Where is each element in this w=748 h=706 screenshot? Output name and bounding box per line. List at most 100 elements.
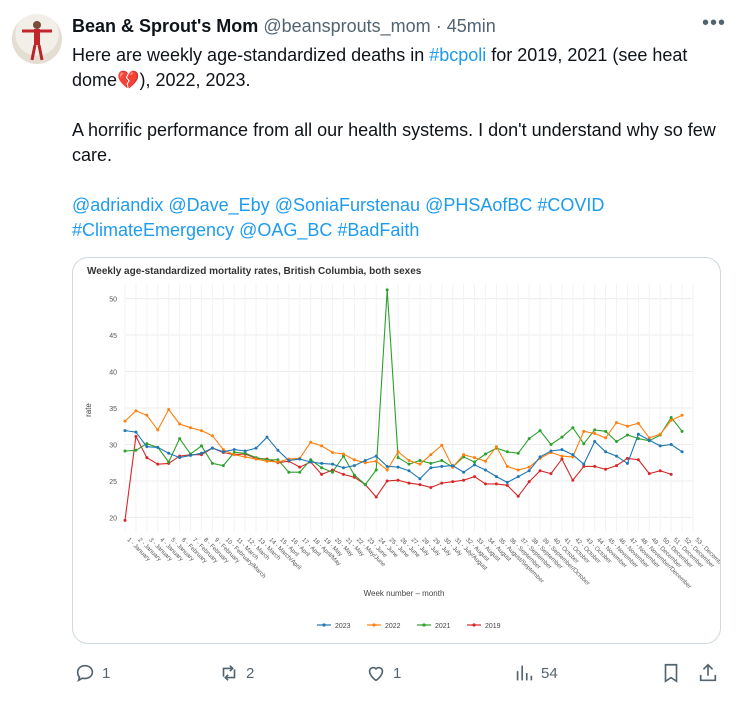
series-line-2021 — [124, 289, 683, 486]
point-2021 — [571, 426, 575, 430]
tweet-timestamp[interactable]: 45min — [446, 16, 496, 36]
point-2022 — [167, 407, 171, 411]
point-2021 — [199, 444, 203, 448]
point-2023 — [680, 450, 684, 454]
text-segment: for 2019, 2021 (see heat — [486, 45, 688, 65]
point-2022 — [440, 443, 444, 447]
point-2021 — [429, 461, 433, 465]
point-2022 — [636, 421, 640, 425]
point-2021 — [123, 449, 127, 453]
avatar[interactable] — [12, 14, 62, 64]
chart-grid — [124, 284, 694, 532]
point-2021 — [276, 458, 280, 462]
point-2019 — [407, 481, 411, 485]
point-2021 — [167, 460, 171, 464]
point-2019 — [385, 479, 389, 483]
bookmark-button[interactable] — [660, 658, 682, 688]
point-2021 — [298, 470, 302, 474]
author-name[interactable]: Bean & Sprout's Mom — [72, 16, 259, 36]
point-2023 — [549, 449, 553, 453]
tweet-tags: @adriandix @Dave_Eby @SoniaFurstenau @PH… — [72, 193, 732, 243]
point-2023 — [341, 466, 345, 470]
point-2019 — [494, 482, 498, 486]
mention-link[interactable]: @Dave_Eby — [168, 195, 270, 215]
point-2023 — [210, 446, 214, 450]
tweet-text: Here are weekly age-standardized deaths … — [72, 43, 732, 243]
views-button[interactable]: 54 — [513, 658, 558, 688]
point-2019 — [505, 483, 509, 487]
point-2022 — [462, 453, 466, 457]
point-2022 — [647, 436, 651, 440]
hashtag-link[interactable]: #BadFaith — [337, 220, 420, 240]
point-2021 — [145, 442, 149, 446]
point-2019 — [593, 464, 597, 468]
point-2019 — [625, 456, 629, 460]
point-2023 — [374, 454, 378, 458]
point-2022 — [134, 409, 138, 413]
point-2023 — [560, 448, 564, 452]
more-options-icon[interactable]: ••• — [701, 12, 726, 34]
series-line-2023 — [124, 430, 683, 484]
point-2019 — [429, 486, 433, 490]
point-2022 — [658, 432, 662, 436]
point-2021 — [396, 456, 400, 460]
y-axis-ticks: 20 25 30 35 40 45 50 — [109, 297, 117, 523]
x-axis-label: Week number – month — [364, 589, 445, 598]
point-2023 — [156, 445, 160, 449]
point-2023 — [636, 432, 640, 436]
separator-dot: · — [435, 16, 442, 36]
point-2019 — [527, 480, 531, 484]
views-bar-chart-icon — [516, 665, 533, 681]
point-2023 — [658, 444, 662, 448]
point-2021 — [538, 429, 542, 433]
mention-link[interactable]: @OAG_BC — [239, 220, 333, 240]
point-2022 — [604, 436, 608, 440]
point-2021 — [593, 428, 597, 432]
point-2022 — [265, 459, 269, 463]
chart-image[interactable]: Weekly age-standardized mortality rates,… — [72, 257, 721, 644]
point-2021 — [374, 468, 378, 472]
point-2021 — [309, 458, 313, 462]
point-2021 — [516, 451, 520, 455]
point-2023 — [473, 463, 477, 467]
share-button[interactable] — [697, 658, 719, 688]
point-2019 — [473, 475, 477, 479]
point-2022 — [178, 422, 182, 426]
point-2021 — [505, 450, 509, 454]
series-line-2022 — [124, 408, 683, 471]
text-segment: dome — [72, 70, 118, 90]
point-2023 — [527, 469, 531, 473]
mention-link[interactable]: @adriandix — [72, 195, 164, 215]
point-2021 — [385, 288, 389, 292]
point-2022 — [483, 459, 487, 463]
point-2022 — [582, 429, 586, 433]
author-handle[interactable]: @beansprouts_mom — [263, 16, 431, 36]
point-2022 — [221, 448, 225, 452]
tweet-header: Bean & Sprout's Mom @beansprouts_mom · 4… — [72, 16, 728, 38]
hashtag-link[interactable]: #ClimateEmergency — [72, 220, 235, 240]
like-button[interactable]: 1 — [365, 658, 401, 688]
retweet-button[interactable]: 2 — [218, 658, 254, 688]
chart-legend: 2023 2022 2021 2019 — [317, 623, 501, 630]
point-2019 — [134, 434, 138, 438]
point-2021 — [560, 435, 564, 439]
point-2019 — [483, 482, 487, 486]
point-2023 — [320, 461, 324, 465]
point-2023 — [221, 450, 225, 454]
point-2022 — [396, 450, 400, 454]
point-2019 — [451, 480, 455, 484]
point-2023 — [571, 453, 575, 457]
point-2023 — [123, 429, 127, 433]
point-2021 — [527, 437, 531, 441]
point-2023 — [352, 464, 356, 468]
hashtag-link[interactable]: #COVID — [537, 195, 605, 215]
mention-link[interactable]: @SoniaFurstenau — [274, 195, 421, 215]
hashtag-link[interactable]: #bcpoli — [429, 45, 487, 65]
point-2022 — [199, 429, 203, 433]
point-2021 — [407, 462, 411, 466]
point-2021 — [680, 429, 684, 433]
point-2023 — [385, 464, 389, 468]
mention-link[interactable]: @PHSAofBC — [425, 195, 533, 215]
text-segment: Here are weekly age-standardized deaths … — [72, 45, 430, 65]
reply-button[interactable]: 1 — [74, 658, 110, 688]
